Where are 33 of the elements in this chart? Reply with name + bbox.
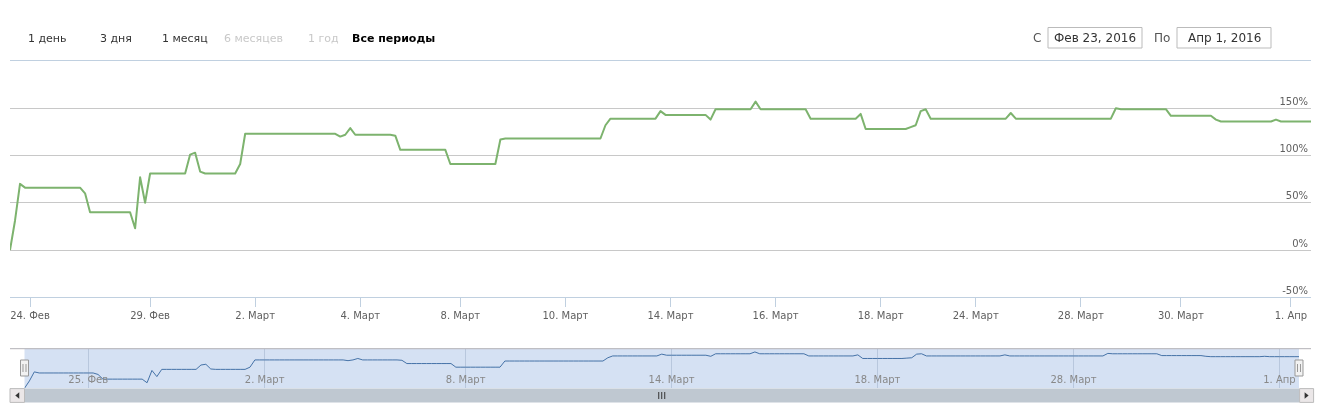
text: 3 дня: [100, 32, 132, 45]
text: 1 месяц: [162, 32, 208, 45]
x-tick-label: 10. Март: [542, 310, 589, 322]
x-tick-label: 1. Апр: [1263, 374, 1296, 386]
text: Все периоды: [352, 32, 436, 45]
x-tick-label: 1. Апр: [1274, 310, 1308, 322]
x-tick-label: 8. Март: [440, 310, 481, 322]
x-tick-label: 24. Фев: [10, 310, 50, 322]
text: С: [1033, 31, 1042, 45]
x-tick-label: 24. Март: [952, 310, 999, 322]
x-tick-label: 2. Март: [235, 310, 276, 322]
x-tick-label: 8. Март: [445, 374, 486, 386]
text: 1 день: [28, 32, 67, 45]
x-tick-label: 25. Фев: [68, 374, 109, 386]
x-tick-label: 29. Фев: [130, 310, 171, 322]
y-tick-label: 0%: [1292, 237, 1308, 249]
x-tick-label: 28. Март: [1050, 374, 1097, 386]
x-tick-label: 2. Март: [244, 374, 285, 386]
text: Апр 1, 2016: [1188, 31, 1262, 45]
x-tick-label: 30. Март: [1157, 310, 1205, 322]
x-tick-label: 18. Март: [854, 374, 901, 386]
x-tick-label: 28. Март: [1057, 310, 1104, 322]
y-tick-label: 50%: [1285, 190, 1308, 202]
x-tick-label: 4. Март: [340, 310, 381, 322]
text: По: [1154, 31, 1171, 45]
x-tick-label: 14. Март: [647, 310, 694, 322]
x-tick-label: 14. Март: [648, 374, 695, 386]
y-tick-label: -50%: [1282, 284, 1308, 296]
y-tick-label: 150%: [1279, 95, 1308, 107]
x-tick-label: 16. Март: [752, 310, 799, 322]
text: Фев 23, 2016: [1054, 31, 1137, 45]
x-tick-label: 18. Март: [857, 310, 904, 322]
y-tick-label: 100%: [1279, 143, 1308, 155]
